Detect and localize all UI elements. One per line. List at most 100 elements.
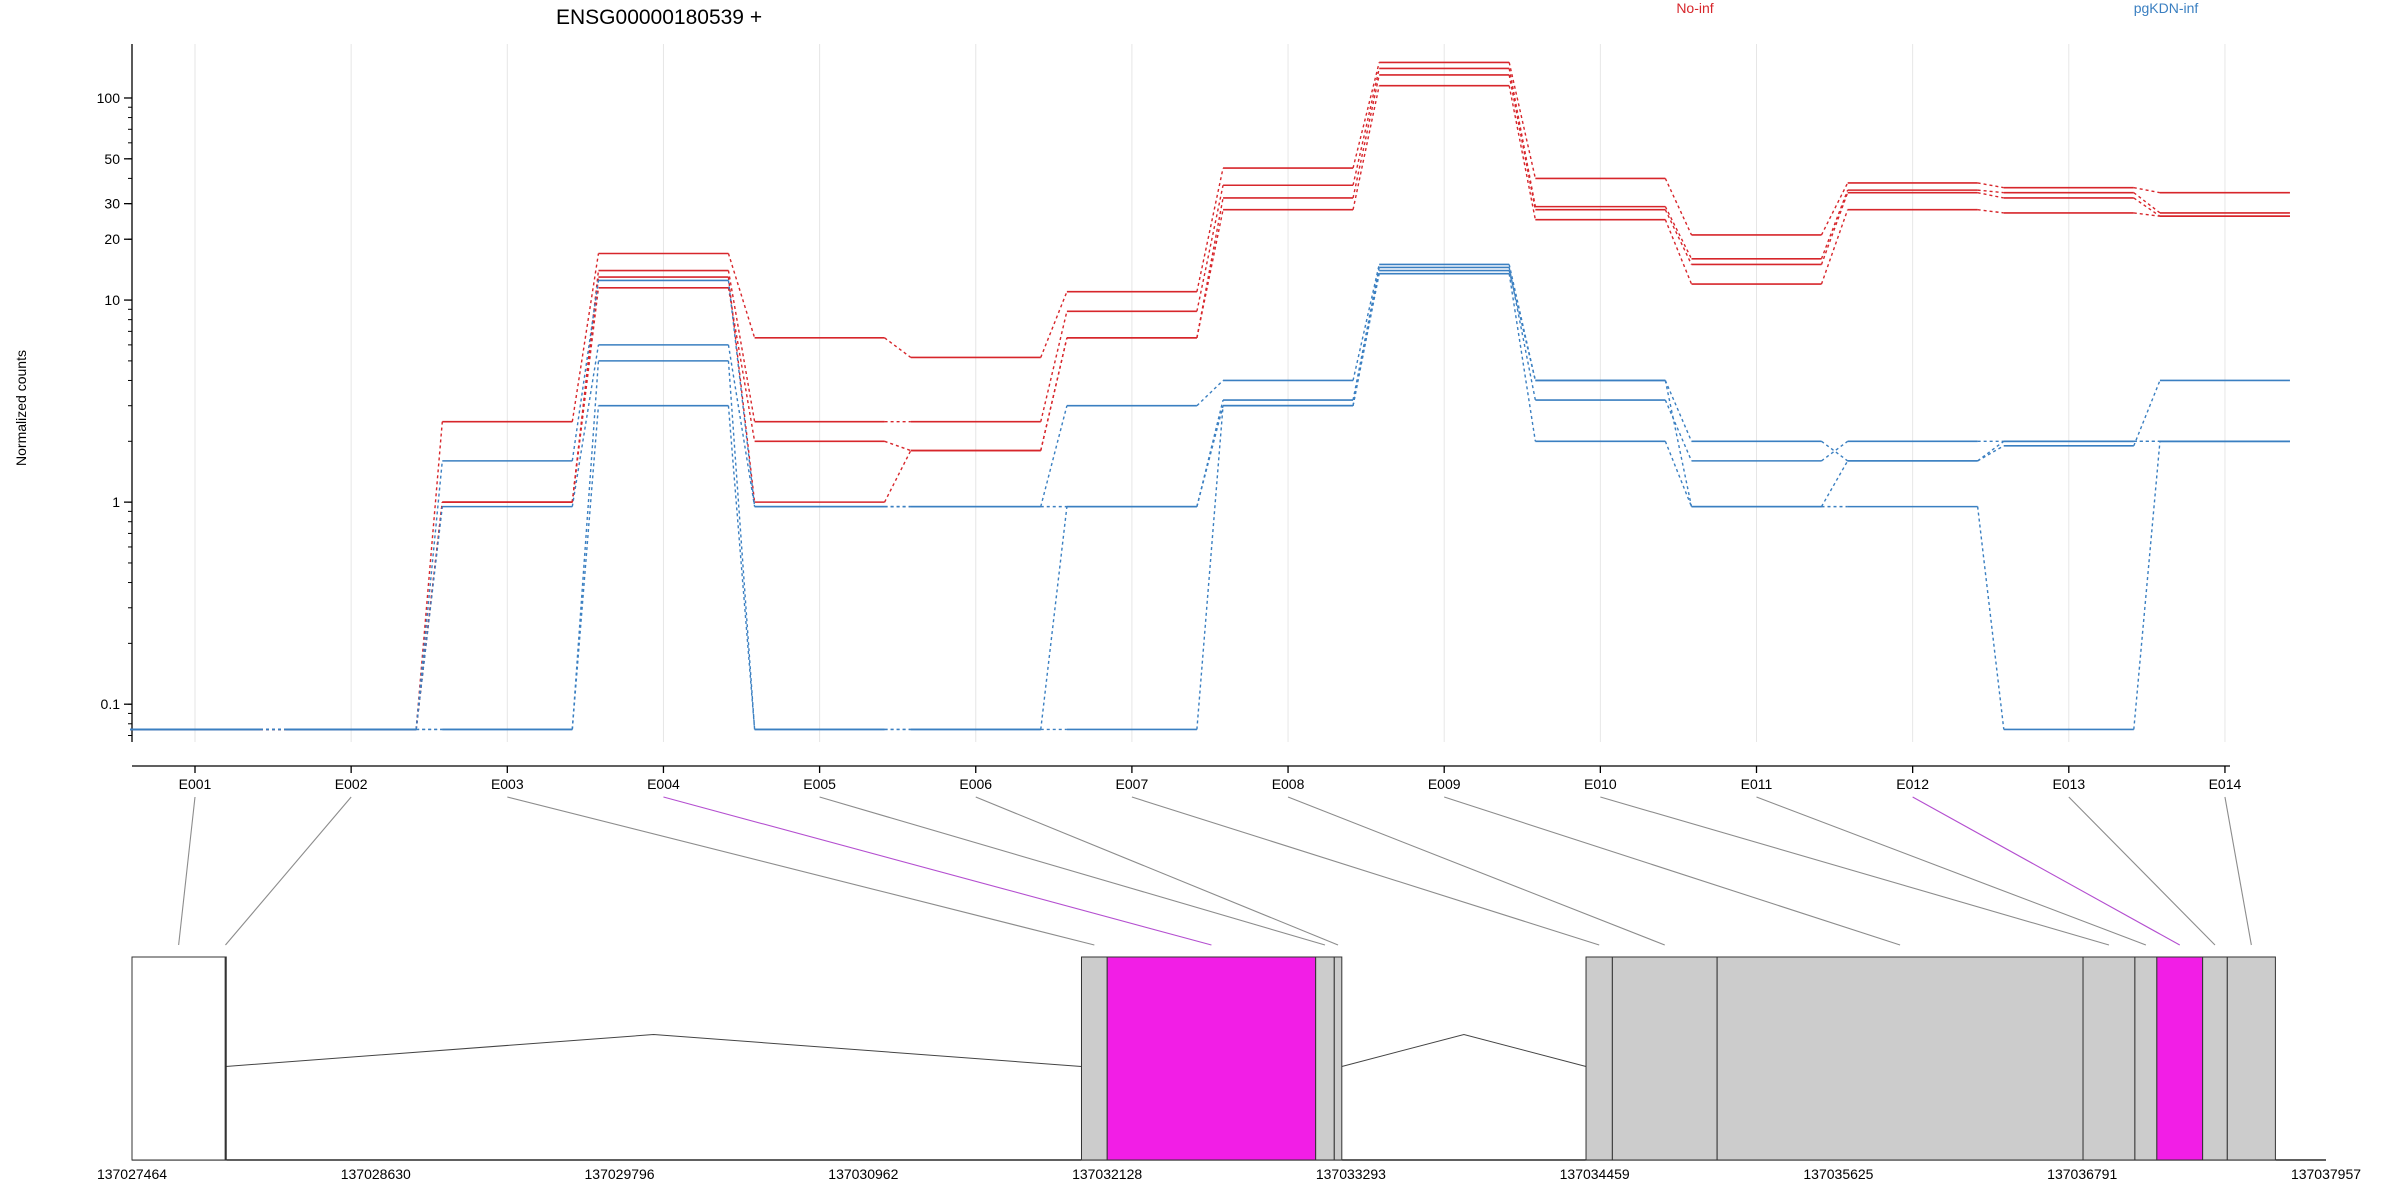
exon-box-e014 — [2226, 956, 2276, 1161]
connector-e009 — [1444, 796, 1901, 946]
series-8-link — [571, 405, 600, 730]
connector-e002 — [225, 796, 352, 946]
coordinate-label: 137034459 — [1560, 1166, 1630, 1182]
series-6-link — [415, 506, 443, 730]
series-1-link — [884, 337, 912, 359]
y-axis-label: Normalized counts — [13, 350, 29, 466]
series-1-link — [727, 253, 756, 339]
series-5-link — [415, 460, 443, 730]
series-4-link — [1040, 337, 1068, 451]
coordinate-label: 137035625 — [1803, 1166, 1873, 1182]
y-tick-label: 10 — [104, 292, 120, 308]
series-2-link — [1820, 189, 1849, 260]
series-4-link — [884, 440, 911, 452]
series-3-link — [1820, 192, 1849, 265]
series-3-link — [1664, 209, 1693, 265]
exon-box-e009 — [1716, 956, 2084, 1161]
series-3-link — [2133, 197, 2161, 217]
connector-e013 — [2068, 796, 2216, 946]
exon-box-e004 — [1106, 956, 1317, 1161]
series-2-link — [2133, 192, 2161, 214]
series-5-link — [1664, 380, 1693, 442]
exon-box-e007 — [1585, 956, 1613, 1161]
x-tick-label-e006: E006 — [959, 776, 992, 792]
chart-title: ENSG00000180539 + — [556, 6, 762, 29]
coordinate-label: 137030962 — [828, 1166, 898, 1182]
series-1-link — [1820, 182, 1849, 236]
exon-box-e013 — [2202, 956, 2228, 1161]
series-3-link — [1352, 74, 1380, 199]
series-6-link — [1508, 267, 1537, 401]
coordinate-label: 137032128 — [1072, 1166, 1142, 1182]
series-5-link — [571, 280, 600, 461]
series-5-link — [1352, 264, 1380, 381]
series-1-link — [2133, 186, 2161, 194]
connector-e007 — [1131, 796, 1600, 946]
x-tick-label-e014: E014 — [2209, 776, 2242, 792]
series-8-link — [1352, 273, 1380, 406]
series-8-link — [1196, 405, 1224, 730]
series-4-link — [1196, 209, 1224, 339]
connector-e012 — [1912, 796, 2181, 946]
legend-no-inf: No-inf — [1676, 0, 1713, 16]
grid-layer — [194, 44, 2226, 742]
series-6-link — [1821, 440, 1849, 462]
x-tick-label-e002: E002 — [335, 776, 368, 792]
series-3-link — [1508, 74, 1537, 210]
series-5-link — [1040, 405, 1068, 507]
coordinate-label: 137037957 — [2291, 1166, 2361, 1182]
exon-box-e008 — [1611, 956, 1718, 1161]
series-1-link — [1508, 62, 1537, 179]
series-2-link — [1664, 206, 1693, 260]
y-tick-label: 50 — [104, 151, 120, 167]
x-tick-label-e013: E013 — [2052, 776, 2085, 792]
exon-box-e010 — [2082, 956, 2136, 1161]
x-tick-label-e003: E003 — [491, 776, 524, 792]
coordinate-label: 137029796 — [585, 1166, 655, 1182]
exon-box-e003 — [1080, 956, 1108, 1161]
series-6-link — [1352, 267, 1380, 401]
connector-e006 — [975, 796, 1339, 946]
exon-box-e006 — [1333, 956, 1343, 1161]
series-1-link — [415, 421, 443, 730]
series-2-link — [1196, 185, 1224, 312]
series-7-link — [1664, 380, 1693, 507]
series-1-link — [1352, 62, 1380, 169]
series-7-link — [2133, 441, 2161, 730]
series-1-link — [1977, 182, 2004, 189]
series-3-link — [1196, 197, 1224, 338]
exon-box-e001 — [131, 956, 226, 1161]
connector-e005 — [819, 796, 1326, 946]
x-tick-label-e008: E008 — [1272, 776, 1305, 792]
series-4-link — [2133, 212, 2161, 217]
series-4-link — [727, 287, 756, 442]
exon-box-e005 — [1315, 956, 1335, 1161]
series-3-link — [1977, 191, 2004, 199]
connector-e011 — [1756, 796, 2147, 946]
series-7-link — [1040, 506, 1068, 730]
intron-1 — [225, 1033, 1082, 1067]
series-7-link — [1976, 506, 2005, 730]
series-4-link — [1352, 85, 1380, 210]
series-4-link — [1977, 209, 2004, 214]
y-tick-label: 20 — [104, 231, 120, 247]
series-3-link — [727, 276, 756, 503]
x-tick-label-e001: E001 — [179, 776, 212, 792]
series-4-link — [571, 287, 600, 503]
coordinate-label: 137028630 — [341, 1166, 411, 1182]
x-tick-label-e007: E007 — [1116, 776, 1149, 792]
series-2-link — [1508, 68, 1537, 207]
series-4-link — [1508, 85, 1537, 220]
series-1-link — [571, 253, 600, 422]
gene-model: 137027464 137028630 137029796 137030962 1370… — [97, 956, 2361, 1182]
series-5-link — [1508, 264, 1537, 381]
legend-pgkdn-inf: pgKDN-inf — [2134, 0, 2199, 16]
x-tick-label-e009: E009 — [1428, 776, 1461, 792]
connector-e001 — [178, 796, 196, 946]
connector-layer — [178, 796, 2252, 946]
connector-e014 — [2224, 796, 2252, 946]
series-5-link — [727, 280, 756, 507]
exon-box-e002 — [224, 956, 227, 1161]
series-layer — [130, 61, 2290, 731]
